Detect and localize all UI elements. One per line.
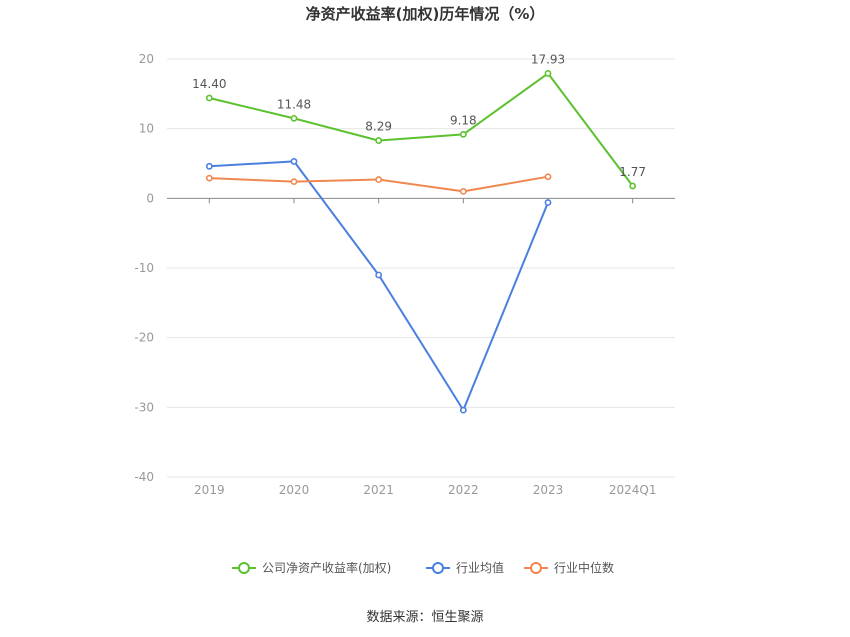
x-tick-label: 2022 <box>448 483 479 497</box>
data-point[interactable] <box>544 199 552 206</box>
data-point[interactable] <box>544 70 552 77</box>
data-label: 14.40 <box>192 77 226 91</box>
y-tick-label: -40 <box>134 470 154 484</box>
data-point[interactable] <box>290 158 298 165</box>
y-tick-label: -20 <box>134 331 154 345</box>
data-point[interactable] <box>629 182 637 190</box>
legend[interactable]: 公司净资产收益率(加权) 行业均值 行业中位数 <box>232 560 614 575</box>
data-point[interactable] <box>290 114 298 122</box>
data-label: 9.18 <box>450 113 477 127</box>
y-tick-label: 10 <box>139 122 154 136</box>
x-tick-label: 2020 <box>279 483 310 497</box>
data-label: 8.29 <box>365 120 392 134</box>
x-tick-label: 2019 <box>194 483 225 497</box>
data-point[interactable] <box>459 187 467 195</box>
data-point[interactable] <box>459 130 467 138</box>
data-point[interactable] <box>290 178 298 186</box>
y-axis: 20 10 0 -10 -20 -30 -40 <box>134 52 154 484</box>
legend-label: 公司净资产收益率(加权) <box>262 560 391 575</box>
data-label: 1.77 <box>619 165 646 179</box>
data-label: 17.93 <box>531 52 565 66</box>
x-axis: 2019 2020 2021 2022 2023 2024Q1 <box>167 197 675 497</box>
y-tick-label: 0 <box>146 191 154 205</box>
series-line-0 <box>209 72 634 187</box>
chart-title: 净资产收益率(加权)历年情况（%） <box>306 5 545 23</box>
series-layer: 14.40 11.48 8.29 9.18 17.93 1.77 <box>192 52 646 414</box>
grid-lines <box>167 58 675 478</box>
legend-label: 行业中位数 <box>554 560 614 575</box>
legend-swatch-marker <box>238 562 250 574</box>
x-tick-label: 2024Q1 <box>609 483 657 497</box>
x-tick-label: 2021 <box>363 483 394 497</box>
x-tick-label: 2023 <box>533 483 564 497</box>
data-point[interactable] <box>205 162 213 170</box>
y-tick-label: 20 <box>139 52 154 66</box>
legend-item-1[interactable]: 行业均值 <box>426 560 504 575</box>
y-tick-label: -30 <box>134 400 154 414</box>
data-label: 11.48 <box>277 97 311 111</box>
source-note: 数据来源：恒生聚源 <box>366 610 483 625</box>
legend-label: 行业均值 <box>456 560 504 575</box>
data-point[interactable] <box>205 174 213 182</box>
legend-swatch-marker <box>530 562 542 574</box>
data-point[interactable] <box>459 406 467 414</box>
data-point[interactable] <box>544 173 552 181</box>
legend-item-0[interactable]: 公司净资产收益率(加权) <box>232 560 391 575</box>
data-point[interactable] <box>375 176 383 183</box>
legend-item-2[interactable]: 行业中位数 <box>524 560 614 575</box>
data-point[interactable] <box>375 137 383 144</box>
data-point[interactable] <box>205 94 213 102</box>
legend-swatch-marker <box>432 562 444 574</box>
data-point[interactable] <box>375 271 383 279</box>
y-tick-label: -10 <box>134 261 154 275</box>
